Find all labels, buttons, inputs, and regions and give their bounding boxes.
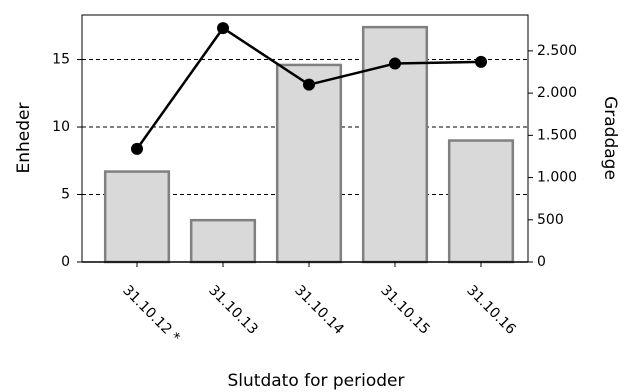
y-tick-label: 5 — [61, 187, 70, 203]
point — [217, 22, 229, 35]
y-axis-title: Enheder — [14, 103, 34, 174]
y-tick-label: 15 — [52, 52, 70, 68]
x-tick-label: 31.10.15 — [377, 282, 432, 337]
y2-axis-title: Graddage — [600, 96, 620, 180]
y2-tick-label: 0 — [537, 254, 546, 270]
x-tick-label: 31.10.13 — [205, 282, 260, 337]
y2-tick-label: 1.000 — [537, 170, 577, 186]
y2-tick-label: 500 — [537, 212, 564, 228]
point — [131, 142, 143, 155]
y-tick-label: 10 — [52, 119, 70, 135]
bar — [447, 139, 515, 264]
point — [475, 55, 487, 68]
bar — [275, 63, 343, 264]
point — [303, 78, 315, 91]
x-axis-title: Slutdato for perioder — [227, 371, 404, 391]
x-tick-label: 31.10.12 * — [119, 282, 182, 345]
bar — [189, 218, 257, 264]
y2-tick-label: 1.500 — [537, 127, 577, 143]
point — [389, 57, 401, 70]
x-tick-label: 31.10.14 — [291, 282, 346, 337]
y2-tick-label: 2.000 — [537, 85, 577, 101]
x-tick-label: 31.10.16 — [463, 282, 518, 337]
y2-tick-label: 2.500 — [537, 43, 577, 59]
bar — [103, 170, 171, 264]
y-tick-label: 0 — [61, 254, 70, 270]
